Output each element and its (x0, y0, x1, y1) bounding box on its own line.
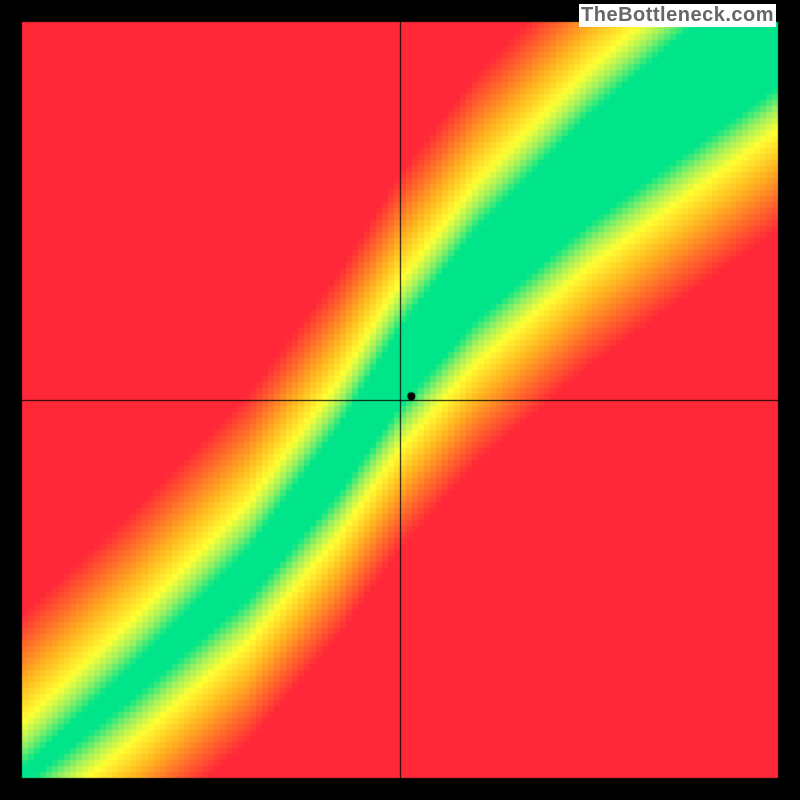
watermark-label: TheBottleneck.com (579, 4, 776, 27)
chart-frame: TheBottleneck.com (0, 0, 800, 800)
bottleneck-heatmap (0, 0, 800, 800)
